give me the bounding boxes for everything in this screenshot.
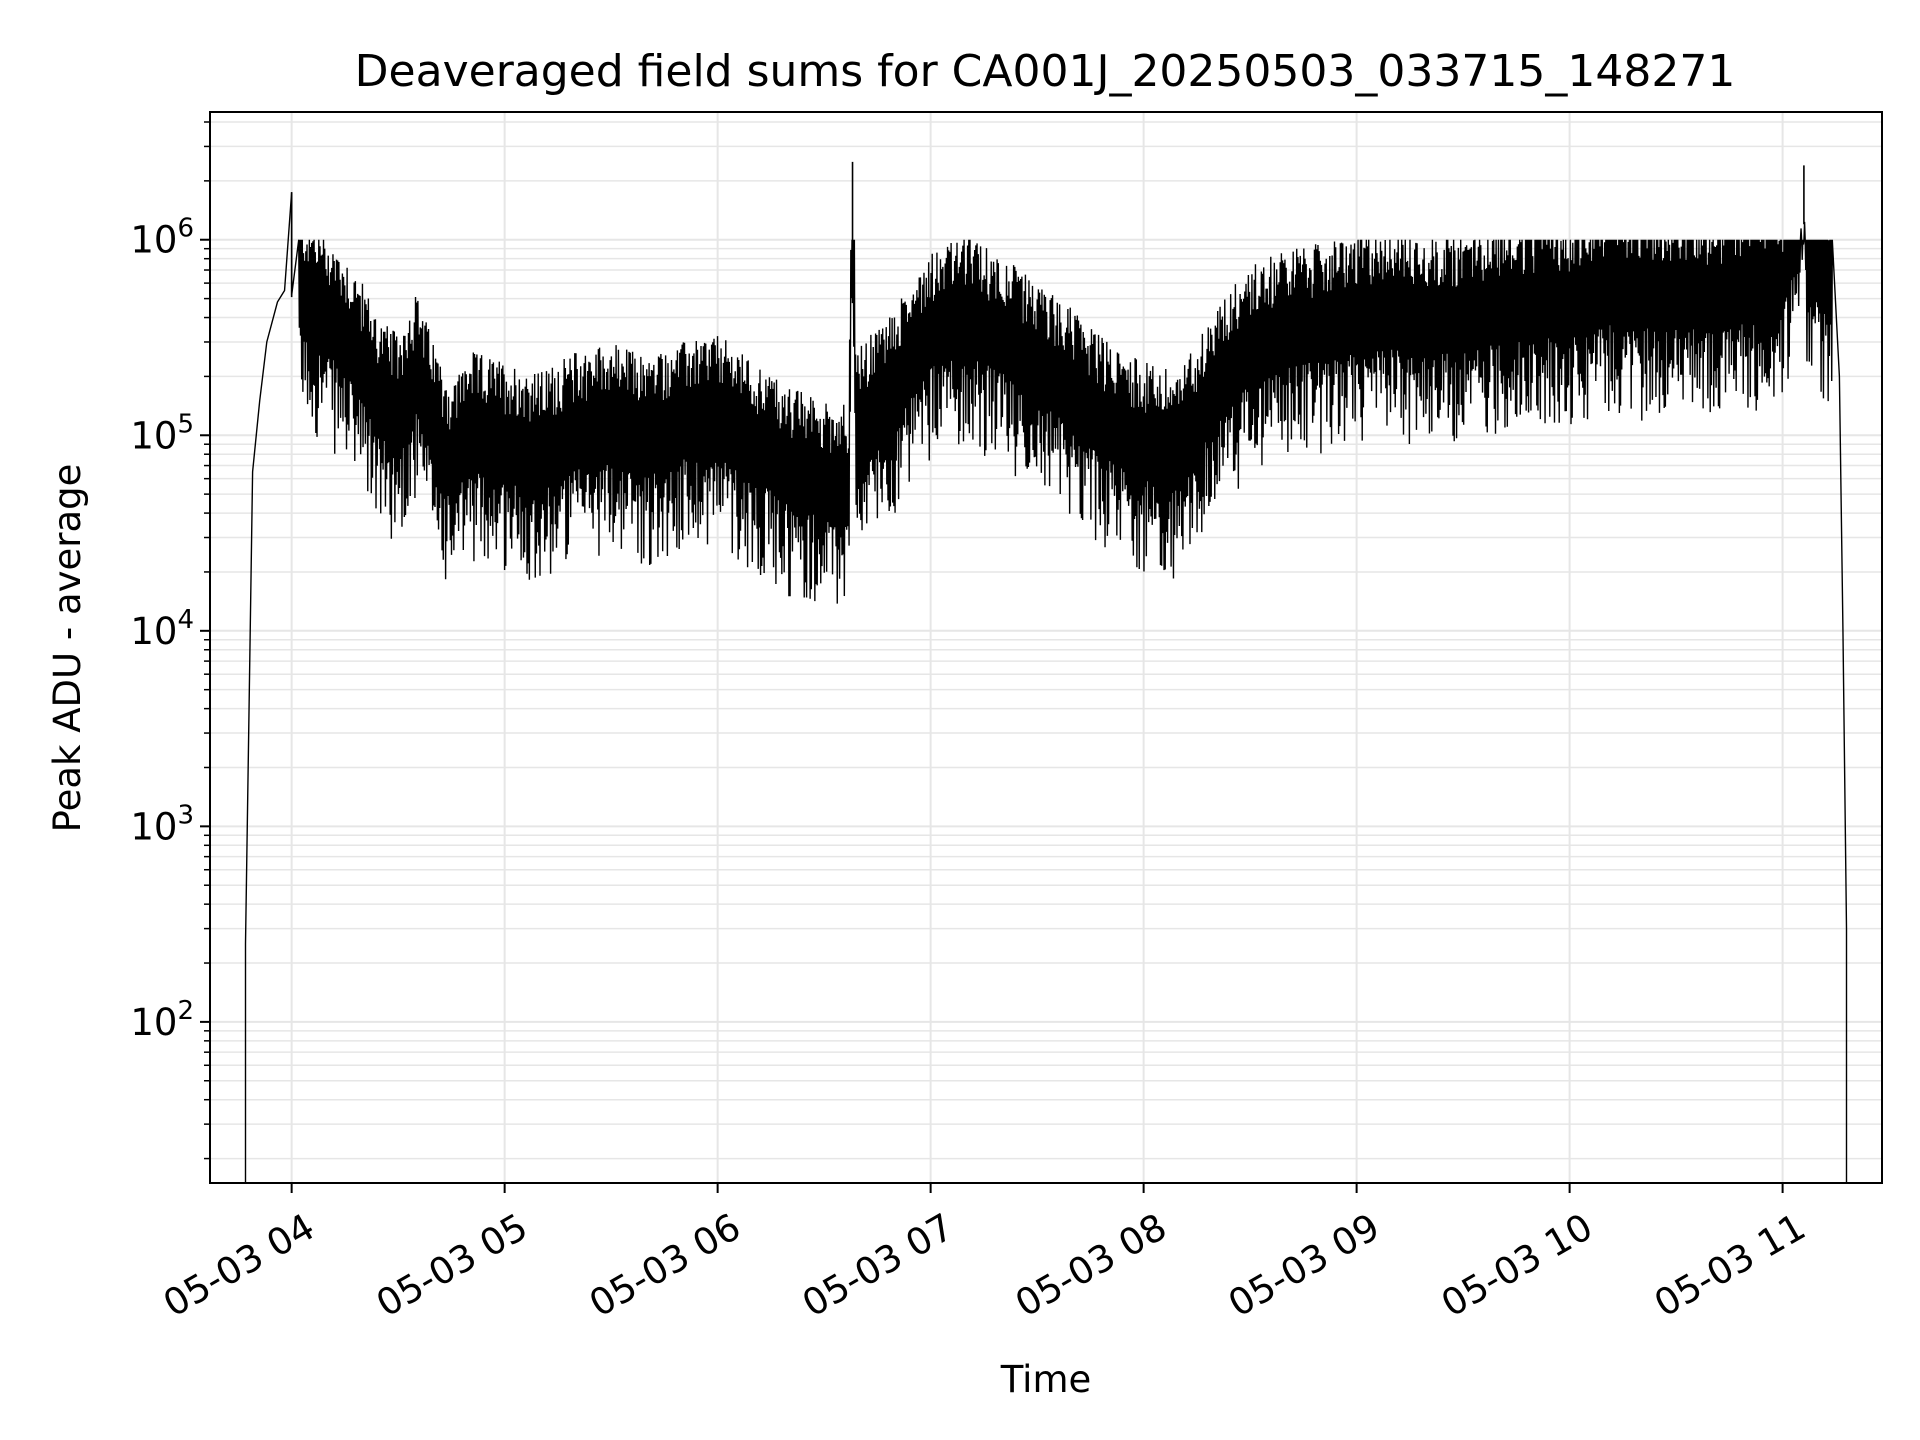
chart-title: Deaveraged field sums for CA001J_2025050…: [355, 46, 1736, 97]
x-axis-label: Time: [1000, 1358, 1092, 1401]
y-tick-exponent: 6: [177, 214, 194, 244]
axes-frame: [209, 111, 1883, 1184]
y-tick-base: 10: [130, 219, 177, 262]
y-axis-label: Peak ADU - average: [46, 464, 89, 833]
y-tick-label: 104: [130, 605, 194, 653]
y-tick-base: 10: [130, 1001, 177, 1044]
y-tick-exponent: 3: [177, 800, 194, 830]
y-tick-base: 10: [130, 414, 177, 457]
y-tick-exponent: 4: [177, 605, 194, 635]
y-tick-exponent: 2: [177, 996, 194, 1026]
series-line: [244, 192, 1848, 1183]
y-tick-base: 10: [130, 610, 177, 653]
y-tick-label: 103: [130, 800, 194, 848]
y-tick-base: 10: [130, 805, 177, 848]
y-tick-label: 106: [130, 214, 194, 262]
y-tick-exponent: 5: [177, 409, 194, 439]
y-tick-label: 102: [130, 996, 194, 1044]
plot-area: [209, 111, 1883, 1184]
y-tick-label: 105: [130, 409, 194, 457]
